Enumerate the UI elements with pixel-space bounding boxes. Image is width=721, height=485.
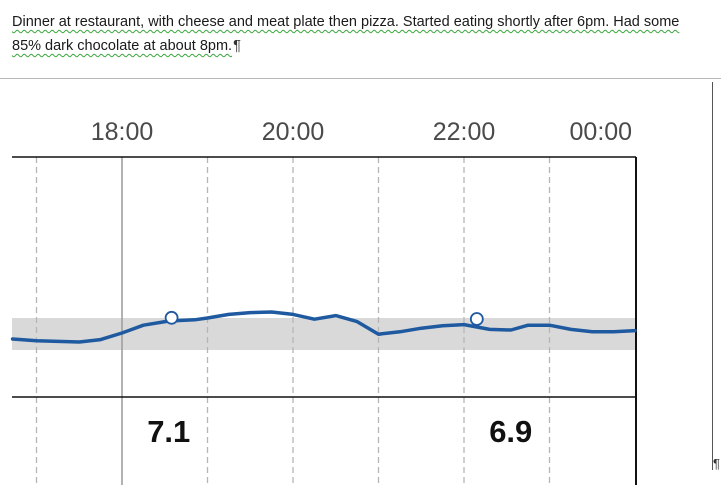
target-range-band — [12, 318, 636, 350]
note-paragraph[interactable]: Dinner at restaurant, with cheese and me… — [12, 10, 702, 58]
x-tick-label: 22:00 — [433, 118, 496, 146]
x-axis-tick-labels: 18:00 20:00 22:00 00:00 — [91, 118, 632, 146]
x-tick-label: 20:00 — [262, 118, 325, 146]
paragraph-mark: ¶ — [233, 38, 241, 54]
header-divider — [0, 78, 721, 79]
event-marker[interactable] — [164, 310, 179, 325]
page-edge — [712, 82, 713, 470]
x-tick-label: 00:00 — [570, 118, 633, 146]
average-value-label: 7.1 — [147, 414, 190, 449]
average-value-label: 6.9 — [489, 414, 532, 449]
end-paragraph-mark: ¶ — [713, 456, 720, 471]
event-markers[interactable] — [164, 310, 484, 326]
event-marker[interactable] — [469, 312, 484, 326]
glucose-chart[interactable]: 18:00 20:00 22:00 00:00 7.1 6.9 — [0, 79, 721, 485]
x-tick-label: 18:00 — [91, 118, 154, 146]
note-text: Dinner at restaurant, with cheese and me… — [12, 14, 680, 54]
glucose-series-line — [10, 310, 637, 344]
chart-gridlines — [35, 157, 551, 485]
average-value-labels: 7.1 6.9 — [147, 414, 532, 449]
